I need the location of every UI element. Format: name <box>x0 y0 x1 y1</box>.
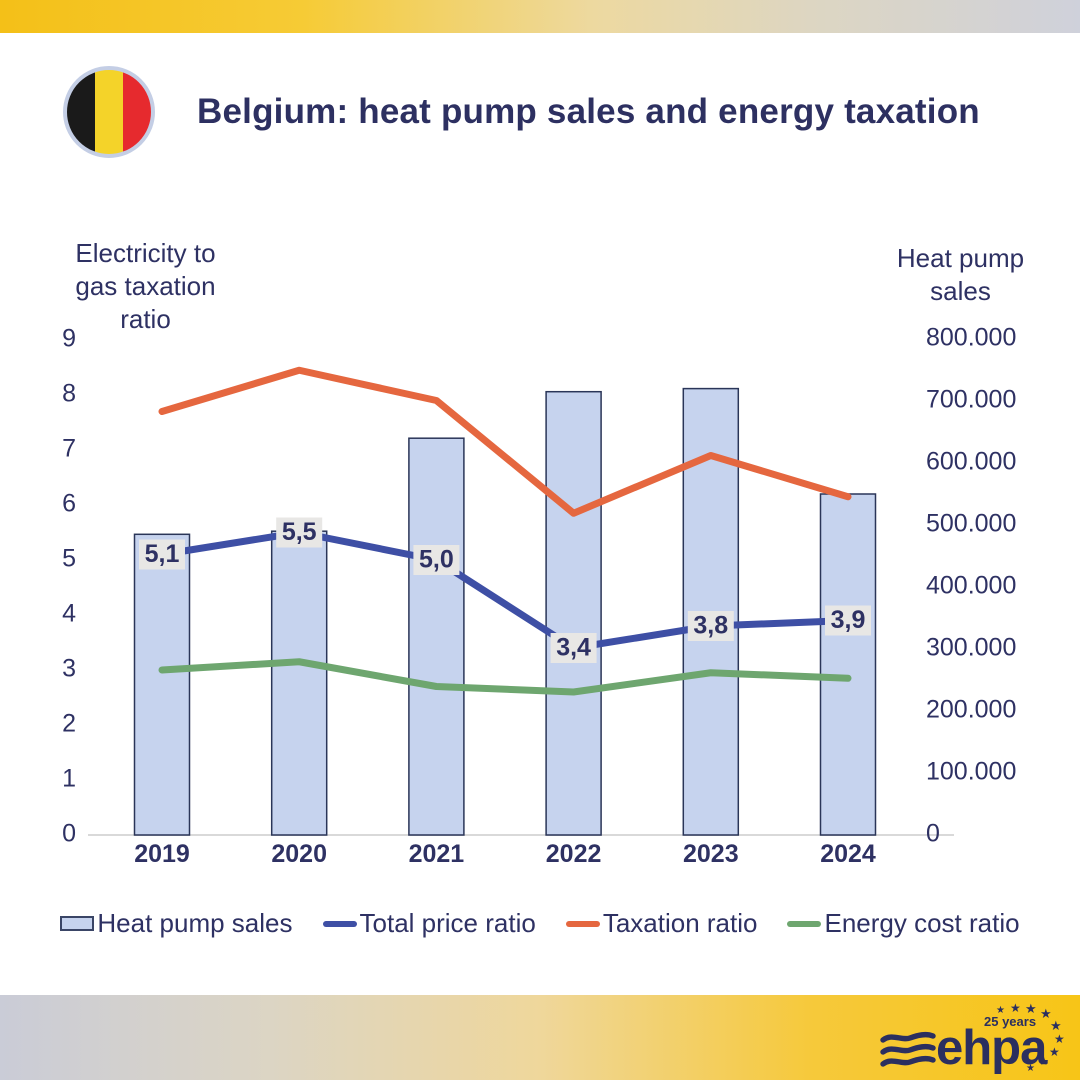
chart-legend: Heat pump sales Total price ratio Taxation… <box>0 908 1080 939</box>
star-icon: ★ <box>1049 1045 1060 1059</box>
data-label-box <box>687 611 734 641</box>
left-axis-tick: 2 <box>62 710 76 738</box>
right-axis-tick: 700.000 <box>926 386 1016 414</box>
right-axis-title-line: Heat pump <box>896 243 1025 273</box>
star-icon: ★ <box>1040 1006 1052 1021</box>
right-axis-tick: 300.000 <box>926 634 1016 662</box>
left-axis-title-line: Electricity to <box>75 238 216 268</box>
line-total-price-ratio <box>158 529 852 652</box>
line-taxation-ratio <box>158 366 852 517</box>
legend-item-taxation-ratio: Taxation ratio <box>565 908 758 939</box>
bar-2021 <box>408 437 465 836</box>
left-axis-tick: 7 <box>62 435 76 463</box>
star-icon: ★ <box>1039 1056 1049 1068</box>
data-label: 5,5 <box>282 518 317 546</box>
ehpa-logo: 25 years ehpa ★ ★ ★ ★ ★ ★ ★ ★ ★ <box>880 1000 1070 1078</box>
belgium-flag-icon <box>63 66 155 158</box>
star-icon: ★ <box>1054 1032 1065 1046</box>
line-energy-cost-ratio <box>158 658 852 696</box>
right-axis-tick: 800.000 <box>926 324 1016 352</box>
star-icon: ★ <box>996 1005 1005 1016</box>
legend-item-heat-pump-sales: Heat pump sales <box>60 908 293 939</box>
x-axis-label-2023: 2023 <box>683 840 739 868</box>
left-axis-tick: 5 <box>62 545 76 573</box>
data-label: 3,9 <box>831 606 866 634</box>
data-label: 3,4 <box>556 634 591 662</box>
data-label: 5,0 <box>419 546 454 574</box>
ehpa-wordmark: ehpa <box>936 1021 1047 1075</box>
ehpa-waves-icon <box>880 1031 936 1067</box>
right-axis-tick: 400.000 <box>926 572 1016 600</box>
data-label-box <box>413 545 460 575</box>
legend-label: Energy cost ratio <box>824 908 1020 938</box>
chart-area: 9 8 7 6 5 4 3 2 1 0 800.000 700.000 600.000 500.000 40… <box>0 300 1080 900</box>
left-axis-tick: 4 <box>62 600 76 628</box>
legend-item-total-price-ratio: Total price ratio <box>322 908 536 939</box>
anniversary-label: 25 years <box>984 1014 1037 1029</box>
data-label: 5,1 <box>145 540 180 568</box>
top-gradient-strip <box>0 0 1080 33</box>
star-icon: ★ <box>1025 1001 1037 1016</box>
left-axis-tick: 6 <box>62 490 76 518</box>
header: Belgium: heat pump sales and energy taxa… <box>63 66 980 158</box>
right-axis-tick: 200.000 <box>926 696 1016 724</box>
legend-label: Total price ratio <box>359 908 536 938</box>
data-label-box <box>276 517 323 548</box>
legend-item-energy-cost-ratio: Energy cost ratio <box>787 908 1020 939</box>
star-icon: ★ <box>1050 1018 1062 1033</box>
left-axis-title: Electricity to gas taxation ratio <box>38 237 253 336</box>
star-icon: ★ <box>1010 1001 1021 1015</box>
bar-2019 <box>133 533 191 836</box>
bar-2022 <box>545 390 602 836</box>
left-axis-title-line: gas taxation <box>75 271 216 301</box>
legend-label: Taxation ratio <box>602 908 758 938</box>
right-axis-tick: 100.000 <box>926 758 1016 786</box>
left-axis-tick: 8 <box>62 380 76 408</box>
right-axis-title: Heat pump sales <box>878 242 1043 308</box>
right-axis-tick: 0 <box>926 820 940 848</box>
data-label: 3,8 <box>693 612 728 640</box>
x-axis-label-2020: 2020 <box>271 840 327 868</box>
left-axis-tick: 3 <box>62 655 76 683</box>
left-axis-tick: 9 <box>62 325 76 353</box>
legend-line-swatch-icon <box>565 920 600 927</box>
bar-2020 <box>270 530 328 836</box>
right-axis-tick: 600.000 <box>926 448 1016 476</box>
legend-line-swatch-icon <box>787 920 822 927</box>
star-icon: ★ <box>1026 1063 1035 1074</box>
legend-label: Heat pump sales <box>97 908 293 938</box>
x-axis-label-2021: 2021 <box>409 840 465 868</box>
legend-bar-swatch-icon <box>60 916 95 931</box>
x-axis-label-2024: 2024 <box>820 840 876 868</box>
left-axis-title-line: ratio <box>120 304 171 334</box>
chart-canvas: 9 8 7 6 5 4 3 2 1 0 800.000 700.000 600.000 500.000 40… <box>62 324 1016 868</box>
right-axis-tick: 500.000 <box>926 510 1016 538</box>
data-label-box <box>139 539 185 570</box>
data-label-box <box>550 633 597 663</box>
left-axis-tick: 0 <box>62 820 76 848</box>
data-label-box <box>825 605 871 636</box>
bar-2024 <box>819 493 877 836</box>
page-title: Belgium: heat pump sales and energy taxa… <box>197 92 980 131</box>
legend-line-swatch-icon <box>322 920 357 927</box>
x-axis-label-2022: 2022 <box>546 840 602 868</box>
left-axis-tick: 1 <box>62 765 76 793</box>
right-axis-title-line: sales <box>930 276 991 306</box>
x-axis-label-2019: 2019 <box>134 840 190 868</box>
